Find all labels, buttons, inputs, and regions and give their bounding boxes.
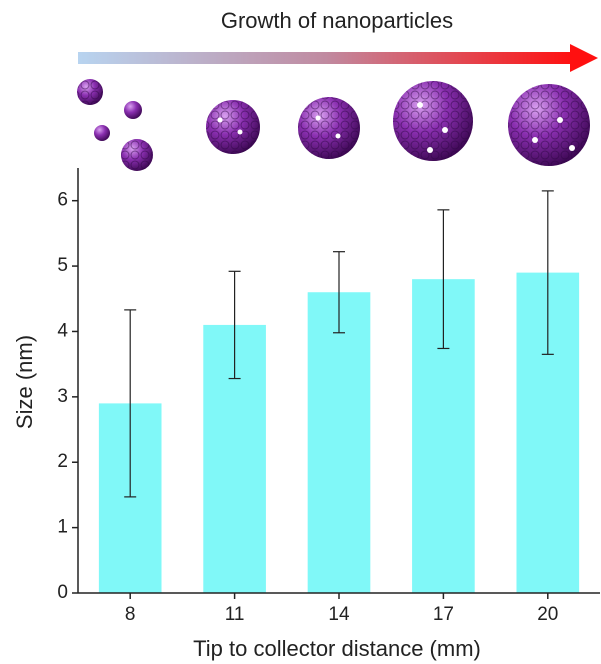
y-tick-label: 5 — [57, 255, 68, 276]
y-tick-label: 6 — [57, 190, 68, 211]
y-tick-label: 2 — [57, 451, 68, 472]
growth-arrow — [78, 44, 598, 72]
y-tick-label: 3 — [57, 386, 68, 407]
y-tick-label: 4 — [57, 320, 68, 341]
nanoparticle-icons — [77, 79, 590, 171]
x-tick-label: 17 — [433, 604, 454, 625]
x-axis-label: Tip to collector distance (mm) — [193, 636, 481, 661]
x-tick-label: 8 — [125, 604, 136, 625]
y-tick-label: 0 — [57, 582, 68, 603]
y-axis-label: Size (nm) — [12, 335, 37, 429]
x-tick-label: 20 — [537, 604, 558, 625]
x-tick-label: 11 — [225, 604, 245, 625]
bar — [307, 292, 371, 593]
x-tick-label: 14 — [328, 604, 350, 625]
annotation: Growth of nanoparticles — [221, 8, 453, 33]
y-tick-label: 1 — [57, 517, 68, 538]
